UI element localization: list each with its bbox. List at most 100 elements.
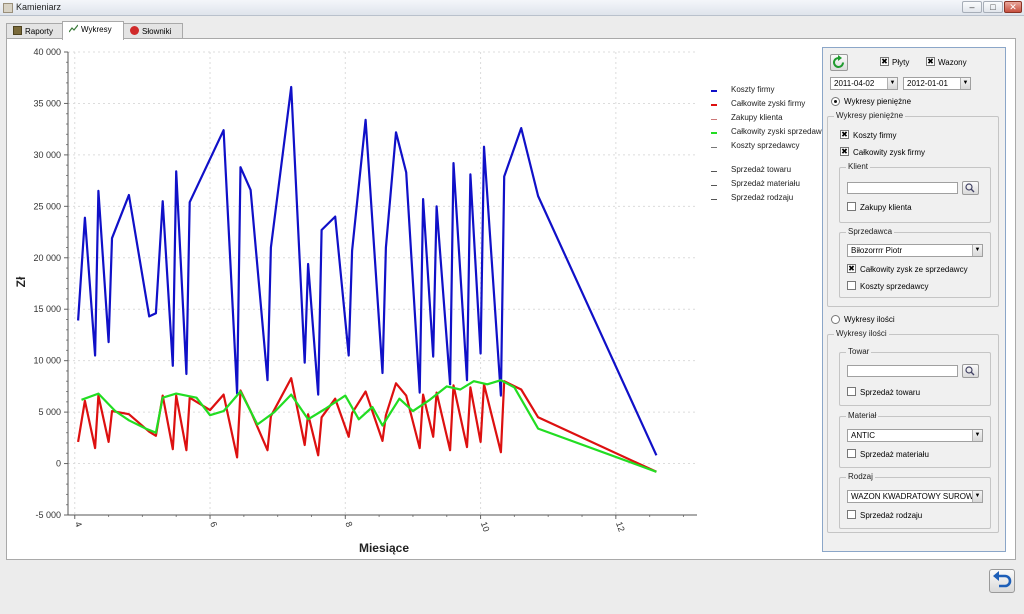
series-line-całkowite-zyski-firmy <box>77 377 657 473</box>
qty-charts-radio-label: Wykresy ilości <box>844 315 895 324</box>
x-axis-label: Miesiące <box>359 541 409 555</box>
sprzedaz-towaru-label: Sprzedaż towaru <box>860 388 921 397</box>
legend-label: Zakupy klienta <box>731 113 783 122</box>
y-tick-label: 20 000 <box>33 253 61 263</box>
zysk-firmy-label: Całkowity zysk firmy <box>853 148 926 157</box>
sprzedaz-rodzaju-checkbox[interactable] <box>847 510 856 519</box>
line-chart: -5 000 0 5 000 10 000 15 000 20 000 25 000 30 0… <box>14 47 697 555</box>
koszty-firmy-label: Koszty firmy <box>853 131 897 140</box>
legend-label: Sprzedaż towaru <box>731 165 792 174</box>
material-value: ANTIC <box>851 431 875 440</box>
series-line-całkowity-zyski-sprzedawcy <box>81 379 657 473</box>
wazony-label: Wazony <box>938 58 967 67</box>
chart-axes: -5 000 0 5 000 10 000 15 000 20 000 25 000 30 0… <box>33 47 697 533</box>
date-to-value: 2012-01-01 <box>907 79 948 88</box>
legend-label: Koszty sprzedawcy <box>731 141 800 150</box>
zysk-sprzedawcy-checkbox[interactable]: ✖ <box>847 264 856 273</box>
material-group-title: Materiał <box>846 411 879 420</box>
sprzedaz-materialu-checkbox[interactable] <box>847 449 856 458</box>
dictionary-icon <box>130 26 139 35</box>
chevron-down-icon[interactable]: ▼ <box>887 78 897 89</box>
plyty-checkbox[interactable]: ✖ <box>880 57 889 66</box>
minimize-button[interactable]: – <box>962 1 982 13</box>
x-tick-label: 10 <box>479 520 492 533</box>
y-tick-label: 10 000 <box>33 356 61 366</box>
legend-swatch <box>711 104 717 106</box>
legend-label: Sprzedaż rodzaju <box>731 193 794 202</box>
chevron-down-icon[interactable]: ▼ <box>972 491 982 502</box>
zakupy-klienta-label: Zakupy klienta <box>860 203 912 212</box>
towar-search-input[interactable] <box>847 365 958 377</box>
y-tick-label: 40 000 <box>33 47 61 57</box>
title-bar: Kamieniarz – □ ✕ <box>0 0 1024 16</box>
tab-label: Raporty <box>25 27 54 36</box>
rodzaj-group-title: Rodzaj <box>846 472 875 481</box>
close-button[interactable]: ✕ <box>1004 1 1022 13</box>
legend-label: Koszty firmy <box>731 85 775 94</box>
tab-raporty[interactable]: Raporty <box>6 23 63 39</box>
legend-label: Całkowite zyski firmy <box>731 99 806 108</box>
maximize-button[interactable]: □ <box>983 1 1003 13</box>
klient-search-button[interactable] <box>962 181 979 195</box>
date-to-picker[interactable]: 2012-01-01 ▼ <box>903 77 971 90</box>
y-tick-label: -5 000 <box>35 510 61 520</box>
tab-label: Słowniki <box>142 27 172 36</box>
legend-label: Całkowity zyski sprzedawcy <box>731 127 830 136</box>
koszty-sprzedawcy-checkbox[interactable] <box>847 281 856 290</box>
klient-search-input[interactable] <box>847 182 958 194</box>
x-tick-label: 4 <box>73 520 84 528</box>
rodzaj-group: Rodzaj WAZON KWADRATOWY SUROWY ▼ Sprzeda… <box>839 472 991 529</box>
chart-grid <box>68 51 697 516</box>
sprzedawca-value: Biłozorrrr Piotr <box>851 246 903 255</box>
money-charts-radio-label: Wykresy pieniężne <box>844 97 912 106</box>
material-select[interactable]: ANTIC ▼ <box>847 429 983 442</box>
towar-search-button[interactable] <box>962 364 979 378</box>
legend-swatch <box>711 147 717 148</box>
legend-swatch <box>711 171 717 172</box>
chart-options-panel: ✖ Płyty ✖ Wazony 2011-04-02 ▼ 2012-01-01… <box>822 47 1006 552</box>
tab-slowniki[interactable]: Słowniki <box>123 23 183 39</box>
y-tick-label: 25 000 <box>33 201 61 211</box>
y-tick-label: 30 000 <box>33 150 61 160</box>
sprzedaz-towaru-checkbox[interactable] <box>847 387 856 396</box>
wazony-checkbox[interactable]: ✖ <box>926 57 935 66</box>
x-tick-label: 12 <box>614 520 627 533</box>
search-icon <box>965 183 975 193</box>
refresh-icon <box>833 55 844 68</box>
zakupy-klienta-checkbox[interactable] <box>847 202 856 211</box>
chevron-down-icon[interactable]: ▼ <box>960 78 970 89</box>
chevron-down-icon[interactable]: ▼ <box>972 245 982 256</box>
report-icon <box>13 26 22 35</box>
chart-icon <box>68 24 79 33</box>
money-charts-group: Wykresy pieniężne ✖ Koszty firmy ✖ Całko… <box>827 111 999 307</box>
sprzedawca-group-title: Sprzedawca <box>846 227 895 236</box>
koszty-firmy-checkbox[interactable]: ✖ <box>840 130 849 139</box>
undo-button[interactable] <box>989 569 1015 593</box>
refresh-button[interactable] <box>830 54 848 71</box>
chart-series <box>77 85 658 473</box>
money-charts-group-title: Wykresy pieniężne <box>834 111 906 120</box>
material-group: Materiał ANTIC ▼ Sprzedaż materiału <box>839 411 991 468</box>
money-charts-radio[interactable] <box>831 97 840 106</box>
zysk-firmy-checkbox[interactable]: ✖ <box>840 147 849 156</box>
chevron-down-icon[interactable]: ▼ <box>972 430 982 441</box>
qty-charts-radio[interactable] <box>831 315 840 324</box>
qty-charts-group: Wykresy ilości Towar Sprzedaż towaru Mat… <box>827 329 999 533</box>
tab-wykresy[interactable]: Wykresy <box>62 21 124 40</box>
legend-swatch <box>711 90 717 92</box>
y-tick-label: 35 000 <box>33 98 61 108</box>
legend-swatch <box>711 132 717 134</box>
towar-group-title: Towar <box>846 347 872 356</box>
x-tick-label: 8 <box>343 520 354 528</box>
date-from-picker[interactable]: 2011-04-02 ▼ <box>830 77 898 90</box>
qty-charts-group-title: Wykresy ilości <box>834 329 889 338</box>
legend-swatch <box>711 185 717 186</box>
y-tick-label: 15 000 <box>33 304 61 314</box>
undo-icon <box>993 571 1012 588</box>
klient-group: Klient Zakupy klienta <box>839 162 991 223</box>
sprzedawca-select[interactable]: Biłozorrrr Piotr ▼ <box>847 244 983 257</box>
legend-label: Sprzedaż materiału <box>731 179 800 188</box>
zysk-sprzedawcy-label: Całkowity zysk ze sprzedawcy <box>860 265 968 274</box>
sprzedawca-group: Sprzedawca Biłozorrrr Piotr ▼ ✖ Całkowit… <box>839 227 991 298</box>
rodzaj-select[interactable]: WAZON KWADRATOWY SUROWY ▼ <box>847 490 983 503</box>
